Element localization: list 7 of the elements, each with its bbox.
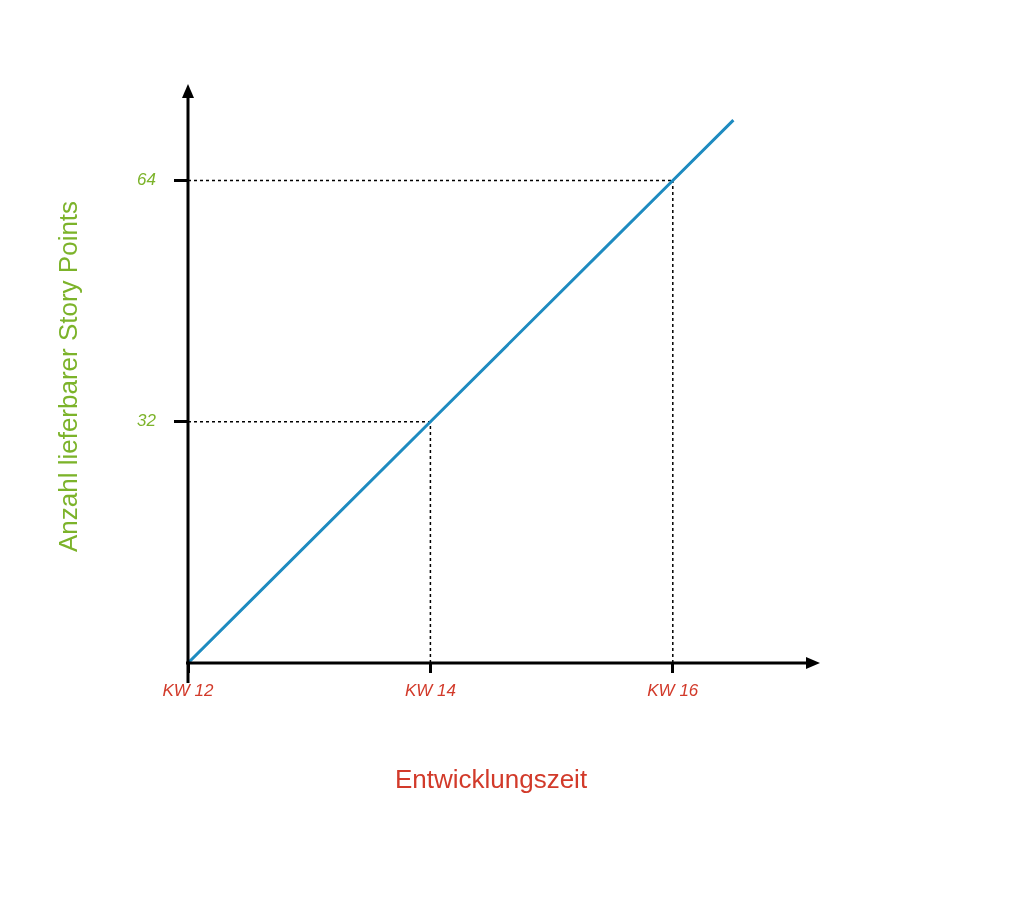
x-tick-label: KW 14 <box>404 680 456 700</box>
x-tick-label: KW 12 <box>162 680 215 700</box>
y-axis-title: Anzahl lieferbarer Story Points <box>52 200 83 553</box>
y-tick-label: 32 <box>137 411 157 431</box>
x-tick-label: KW 16 <box>647 680 699 700</box>
y-tick-label: 64 <box>137 170 156 190</box>
x-axis-title: Entwicklungszeit <box>394 763 588 794</box>
